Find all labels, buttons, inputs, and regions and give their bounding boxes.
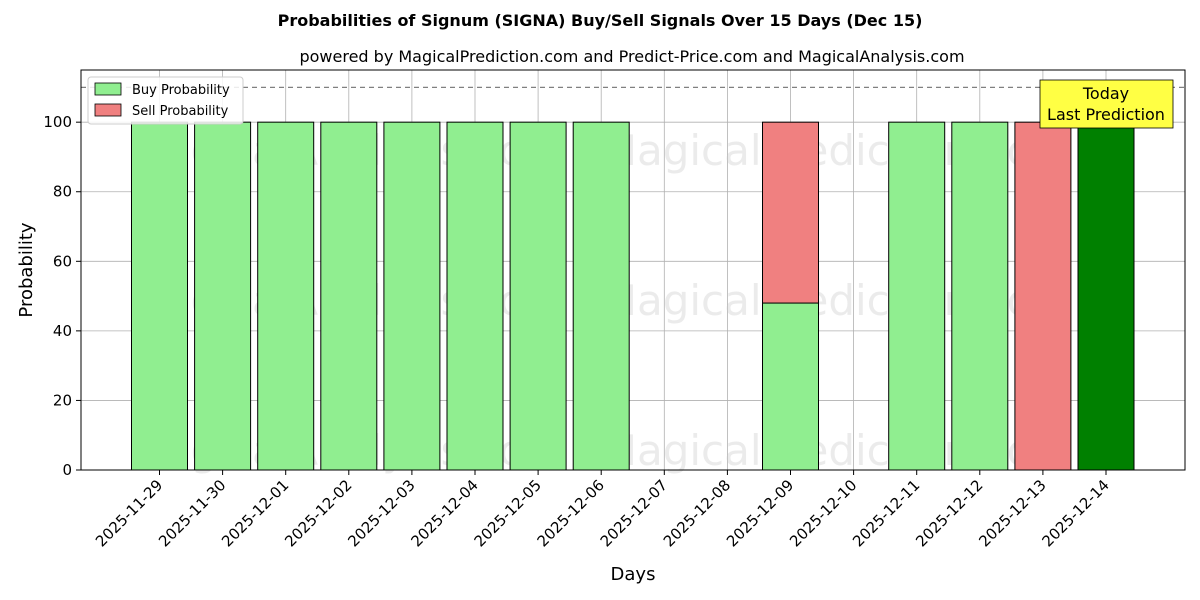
x-tick-label: 2025-12-02: [281, 476, 355, 550]
bar-buy: [446, 121, 504, 471]
y-tick-label: 60: [53, 252, 72, 270]
bar-buy: [131, 121, 188, 471]
bar-buy: [509, 121, 567, 471]
bar-buy: [257, 121, 315, 471]
y-tick-label: 0: [62, 461, 72, 479]
x-tick-label: 2025-12-04: [407, 476, 481, 550]
bar-buy: [1077, 121, 1135, 471]
bar-buy: [762, 302, 819, 471]
x-tick-label: 2025-12-01: [218, 476, 292, 550]
annotation-line-1: Today: [1082, 84, 1129, 103]
x-tick-label: 2025-12-14: [1038, 476, 1112, 550]
x-tick-label: 2025-11-30: [155, 476, 229, 550]
x-tick-label: 2025-12-06: [534, 476, 608, 550]
x-tick-label: 2025-12-05: [471, 476, 545, 550]
annotation-box: [1039, 79, 1174, 129]
bar-buy: [383, 121, 441, 471]
bar-sell: [1014, 121, 1072, 471]
y-tick-label: 40: [53, 322, 72, 340]
legend-label-sell: Sell Probability: [132, 104, 229, 119]
x-tick-label: 2025-12-03: [344, 476, 418, 550]
bars: [131, 121, 1135, 471]
bar-buy: [194, 121, 252, 471]
x-axis-label: Days: [611, 564, 656, 585]
bar-buy: [320, 121, 378, 471]
chart-subtitle: powered by MagicalPrediction.com and Pre…: [299, 47, 964, 66]
y-tick-label: 80: [53, 183, 72, 201]
legend-swatch-sell: [94, 103, 122, 117]
x-tick-label: 2025-12-11: [849, 476, 923, 550]
today-annotation: Today Last Prediction: [1039, 79, 1174, 129]
chart-title: Probabilities of Signum (SIGNA) Buy/Sell…: [278, 11, 923, 30]
x-tick-label: 2025-11-29: [92, 476, 166, 550]
x-tick-label: 2025-12-12: [912, 476, 986, 550]
bar-sell: [762, 121, 819, 304]
y-axis-label: Probability: [16, 222, 37, 317]
y-tick-label: 20: [53, 391, 72, 409]
bar-buy: [951, 121, 1009, 471]
legend-label-buy: Buy Probability: [132, 83, 230, 98]
x-tick-label: 2025-12-09: [723, 476, 797, 550]
plot-frame: [80, 69, 1186, 471]
bar-buy: [888, 121, 946, 471]
x-tick-label: 2025-12-07: [597, 476, 671, 550]
y-tick-label: 100: [43, 113, 72, 131]
annotation-line-2: Last Prediction: [1047, 105, 1165, 124]
legend-swatch-buy: [94, 82, 122, 96]
x-tick-label: 2025-12-08: [660, 476, 734, 550]
legend: Buy Probability Sell Probability: [87, 76, 244, 125]
x-tick-label: 2025-12-10: [786, 476, 860, 550]
bar-buy: [572, 121, 630, 471]
x-tick-label: 2025-12-13: [975, 476, 1049, 550]
legend-box: [87, 76, 244, 125]
